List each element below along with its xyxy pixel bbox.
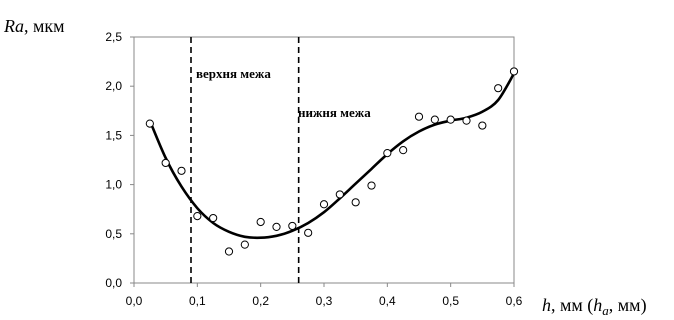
y-tick-label: 0,0 [105,276,122,290]
y-axis-label: Ra, мкм [3,16,65,36]
data-point [351,198,360,207]
data-point [288,221,297,231]
data-point [414,112,424,121]
x-tick-label: 0,4 [379,294,396,308]
x-tick-label: 0,6 [506,294,523,308]
data-point [224,247,234,256]
data-point [177,166,186,175]
fit-curve [148,72,516,240]
y-tick-label: 0,5 [105,227,122,241]
limit-label: нижня межа [298,105,371,120]
data-point [145,119,154,128]
x-tick-label: 0,5 [442,294,459,308]
data-point [319,200,329,209]
x-tick-label: 0,2 [252,294,269,308]
data-point [430,115,439,124]
measured-points [145,67,519,256]
trend-line [148,72,516,240]
data-point [209,213,218,223]
limit-label: верхня межа [196,66,271,81]
data-point [367,181,376,190]
labels: Ra, мкм h, мм (ha, мм) [3,16,647,318]
x-tick-label: 0,3 [316,294,333,308]
y-tick-label: 1,0 [105,178,122,192]
data-point [304,228,313,237]
data-point [462,116,471,125]
x-tick-label: 0,1 [189,294,206,308]
axes: 0,0 0,1 0,2 0,3 0,4 0,5 0,6 0,0 0,5 1,0 1,5 2,0 2,5 [105,30,522,308]
data-point [193,211,202,221]
y-tick-label: 1,5 [105,128,122,142]
y-tick-label: 2,0 [105,79,122,93]
x-axis-label: h, мм (ha, мм) [542,295,647,318]
data-point [335,190,344,199]
data-point [478,121,487,130]
data-point [161,158,170,168]
data-point [446,115,455,124]
data-point [399,146,408,155]
data-point [383,149,392,158]
y-tick-label: 2,5 [105,30,122,44]
data-point [494,84,503,93]
data-point [256,217,265,227]
data-point [240,240,249,249]
data-point [509,67,519,76]
data-point [272,222,281,232]
x-tick-label: 0,0 [126,294,143,308]
limit-lines: верхня межа нижня межа [190,37,371,283]
